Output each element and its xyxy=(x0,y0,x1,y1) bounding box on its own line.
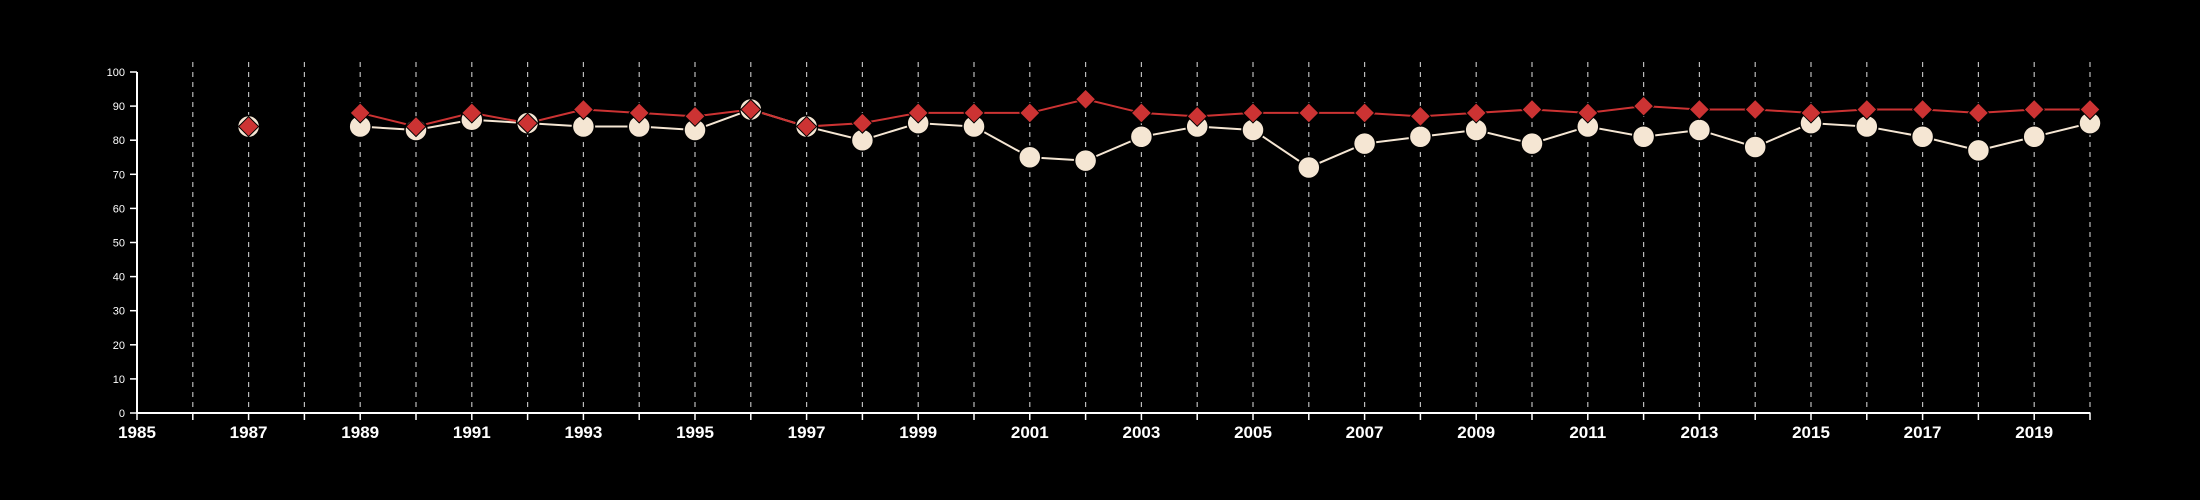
point-diamond-2015 xyxy=(1800,102,1822,124)
grid-lines xyxy=(192,62,2091,413)
point-circle-2018 xyxy=(1966,138,1991,163)
point-diamond-2004 xyxy=(1186,105,1208,128)
x-tick-label-2001: 2001 xyxy=(1011,423,1049,442)
x-tick-label-2013: 2013 xyxy=(1680,423,1718,442)
y-tick-label-30: 30 xyxy=(113,306,125,318)
x-tick-label-1999: 1999 xyxy=(899,423,937,442)
point-diamond-1990 xyxy=(405,115,427,138)
point-diamond-2001 xyxy=(1019,102,1041,124)
point-diamond-2013 xyxy=(1688,98,1711,121)
point-circle-2010 xyxy=(1520,131,1544,156)
point-diamond-2010 xyxy=(1521,98,1543,121)
x-tick-label-2007: 2007 xyxy=(1346,423,1384,442)
point-diamond-1994 xyxy=(628,102,650,124)
y-tick-label-80: 80 xyxy=(113,135,125,147)
x-tick-label-2003: 2003 xyxy=(1122,423,1160,442)
point-diamond-2017 xyxy=(1911,98,1934,121)
point-diamond-2016 xyxy=(1856,98,1878,121)
point-diamond-2008 xyxy=(1409,105,1432,128)
point-diamond-2002 xyxy=(1074,88,1097,110)
x-tick-label-2011: 2011 xyxy=(1569,423,1606,442)
point-circle-2008 xyxy=(1408,125,1433,149)
point-circle-2007 xyxy=(1352,131,1377,156)
point-circle-2001 xyxy=(1018,145,1042,169)
x-tick-label-1993: 1993 xyxy=(564,423,602,442)
point-circle-2003 xyxy=(1129,125,1154,149)
point-circle-2017 xyxy=(1910,125,1935,149)
x-tick-label-1987: 1987 xyxy=(230,423,268,442)
point-diamond-2014 xyxy=(1744,98,1766,121)
x-tick-label-2019: 2019 xyxy=(2015,423,2053,442)
series-markers xyxy=(236,88,2102,180)
point-diamond-1997 xyxy=(795,115,818,138)
x-tick-label-1995: 1995 xyxy=(676,423,714,442)
point-diamond-1999 xyxy=(907,102,929,124)
point-diamond-1992 xyxy=(516,112,539,134)
x-tick-label-2009: 2009 xyxy=(1457,423,1495,442)
point-diamond-1987 xyxy=(237,115,260,138)
y-tick-label-20: 20 xyxy=(113,340,125,352)
point-circle-2012 xyxy=(1631,125,1656,149)
y-tick-label-90: 90 xyxy=(113,101,125,113)
point-diamond-2011 xyxy=(1577,102,1599,124)
point-diamond-2018 xyxy=(1967,102,1990,124)
point-circle-2014 xyxy=(1743,135,1767,159)
point-diamond-2003 xyxy=(1130,102,1153,124)
x-tick-label-2005: 2005 xyxy=(1234,423,1272,442)
point-diamond-2012 xyxy=(1632,95,1655,117)
point-diamond-1993 xyxy=(572,98,595,121)
point-diamond-2005 xyxy=(1242,102,1264,124)
point-diamond-2019 xyxy=(2023,98,2045,121)
point-diamond-1995 xyxy=(684,105,706,128)
point-circle-2013 xyxy=(1687,118,1712,142)
x-tick-label-2015: 2015 xyxy=(1792,423,1830,442)
y-tick-label-0: 0 xyxy=(119,408,125,420)
axes: 0 10 20 30 40 50 60 70 80 90 100 1985 1987 1989 1991 19… xyxy=(107,67,2091,442)
x-tick-label-2017: 2017 xyxy=(1904,423,1942,442)
point-circle-2002 xyxy=(1073,148,1098,173)
x-tick-label-1985: 1985 xyxy=(118,423,156,442)
point-diamond-2000 xyxy=(963,102,985,124)
point-diamond-2020 xyxy=(2079,98,2101,121)
x-tick-label-1997: 1997 xyxy=(788,423,826,442)
point-diamond-2009 xyxy=(1465,102,1487,124)
point-circle-2006 xyxy=(1297,155,1321,180)
point-circle-2019 xyxy=(2022,125,2046,149)
y-tick-label-60: 60 xyxy=(113,203,125,215)
point-diamond-1991 xyxy=(461,102,483,124)
x-tick-label-1991: 1991 xyxy=(453,423,491,442)
y-tick-label-50: 50 xyxy=(113,238,125,250)
point-diamond-2006 xyxy=(1298,102,1320,124)
y-tick-label-40: 40 xyxy=(113,272,125,284)
point-diamond-1989 xyxy=(349,102,371,124)
point-diamond-1998 xyxy=(851,112,874,134)
point-diamond-2007 xyxy=(1353,102,1376,124)
y-tick-label-10: 10 xyxy=(113,374,125,386)
y-tick-label-100: 100 xyxy=(107,67,125,79)
point-diamond-1996 xyxy=(740,98,762,121)
x-tick-label-1989: 1989 xyxy=(341,423,379,442)
y-tick-label-70: 70 xyxy=(113,169,125,181)
